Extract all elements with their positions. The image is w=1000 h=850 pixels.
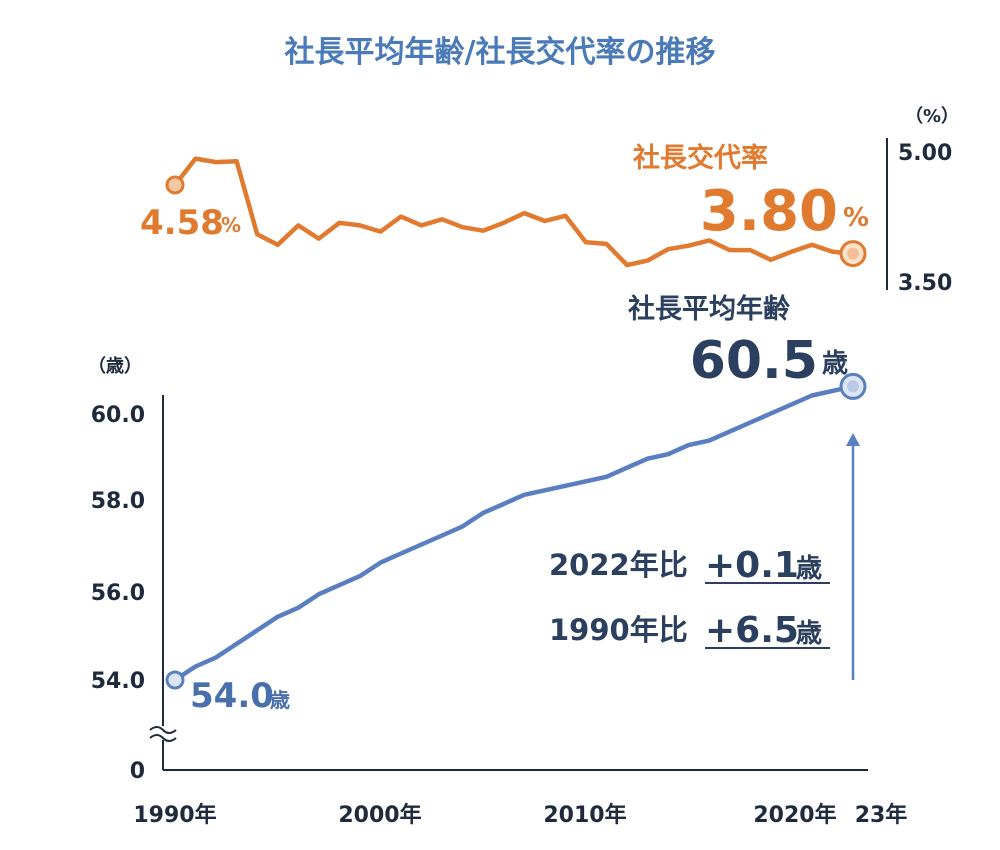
x-tick-2020: 2020年 [753,802,836,828]
rate-y-tick-bottom: 3.50 [898,271,952,296]
age-end-point [839,372,867,400]
arrow-head-icon [846,433,860,446]
x-tick-1990: 1990年 [133,802,216,828]
rate-end-point [839,240,867,268]
age-series-line [173,384,854,682]
age-y-tick-0: 0 [130,759,145,784]
age-start-unit: 歳 [270,688,290,712]
rate-end-unit: % [843,203,869,233]
comparison-1990-label: 1990年比 [549,613,688,647]
x-tick-2010: 2010年 [543,802,626,828]
age-series-label: 社長平均年齢 [628,293,790,325]
chart-title: 社長平均年齢/社長交代率の推移 [285,35,716,70]
rate-start-point [165,175,185,195]
age-unit-label: （歳） [88,356,142,377]
rate-unit-label: （%） [905,106,959,127]
rate-series-label: 社長交代率 [633,142,768,174]
age-y-tick-60: 60.0 [91,403,145,428]
rate-end-value: 3.80 [700,179,838,244]
axis-break-gap [150,726,176,740]
age-end-unit: 歳 [822,349,848,379]
age-start-point [165,670,185,690]
x-tick-2000: 2000年 [338,802,421,828]
x-tick-23: 23年 [855,802,908,828]
rate-start-unit: % [221,213,241,237]
age-y-tick-56: 56.0 [91,581,145,606]
axis-break-mark [149,726,177,742]
age-start-value: 54.0 [190,676,274,716]
comparison-2022-label: 2022年比 [549,548,688,582]
comparison-1990-value: +6.5 [705,610,799,651]
age-y-tick-54: 54.0 [91,669,145,694]
comparison-2022-value: +0.1 [705,545,799,586]
age-y-tick-58: 58.0 [91,489,145,514]
comparison-1990-unit: 歳 [796,619,822,649]
rate-start-value: 4.58 [140,203,224,243]
comparison-2022-unit: 歳 [796,554,822,584]
rate-y-tick-top: 5.00 [898,141,952,166]
rate-series-line [173,156,854,268]
age-end-value: 60.5 [690,331,818,391]
